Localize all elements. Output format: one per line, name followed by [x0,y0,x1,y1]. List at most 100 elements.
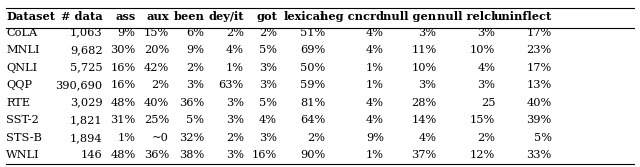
Text: 81%: 81% [300,98,325,108]
Text: 3%: 3% [259,80,277,90]
Text: 50%: 50% [300,63,325,73]
Text: 90%: 90% [300,150,325,160]
Text: 3%: 3% [477,28,495,38]
Text: 15%: 15% [470,115,495,125]
Text: 10%: 10% [470,45,495,55]
Text: 2%: 2% [186,63,204,73]
Text: WNLI: WNLI [6,150,40,160]
Text: 2%: 2% [151,80,169,90]
Text: 64%: 64% [300,115,325,125]
Text: 23%: 23% [527,45,552,55]
Text: 9%: 9% [186,45,204,55]
Text: ass: ass [115,11,136,22]
Text: got: got [256,11,277,22]
Text: 3%: 3% [259,133,277,143]
Text: 1,821: 1,821 [70,115,102,125]
Text: 3%: 3% [226,150,244,160]
Text: 1%: 1% [366,150,384,160]
Text: 1%: 1% [118,133,136,143]
Text: 4%: 4% [366,115,384,125]
Text: 32%: 32% [179,133,204,143]
Text: CoLA: CoLA [6,28,38,38]
Text: 3%: 3% [477,80,495,90]
Text: 1%: 1% [366,63,384,73]
Text: STS-B: STS-B [6,133,42,143]
Text: 59%: 59% [300,80,325,90]
Text: 14%: 14% [412,115,436,125]
Text: Dataset: Dataset [6,11,56,22]
Text: 2%: 2% [226,28,244,38]
Text: 5%: 5% [534,133,552,143]
Text: 1%: 1% [226,63,244,73]
Text: RTE: RTE [6,98,31,108]
Text: 4%: 4% [366,28,384,38]
Text: 4%: 4% [419,133,436,143]
Text: 36%: 36% [144,150,169,160]
Text: 3%: 3% [419,80,436,90]
Text: 16%: 16% [252,150,277,160]
Text: 30%: 30% [111,45,136,55]
Text: ~0: ~0 [152,133,169,143]
Text: null gen: null gen [383,11,436,22]
Text: neg cncrd: neg cncrd [320,11,384,22]
Text: 9%: 9% [366,133,384,143]
Text: 38%: 38% [179,150,204,160]
Text: 40%: 40% [527,98,552,108]
Text: aux: aux [147,11,169,22]
Text: 1%: 1% [366,80,384,90]
Text: 33%: 33% [527,150,552,160]
Text: 51%: 51% [300,28,325,38]
Text: 390,690: 390,690 [55,80,102,90]
Text: 4%: 4% [226,45,244,55]
Text: QQP: QQP [6,80,33,90]
Text: been: been [173,11,204,22]
Text: 3%: 3% [259,63,277,73]
Text: 25: 25 [481,98,495,108]
Text: 37%: 37% [412,150,436,160]
Text: 2%: 2% [307,133,325,143]
Text: 48%: 48% [111,98,136,108]
Text: 16%: 16% [111,80,136,90]
Text: 4%: 4% [366,45,384,55]
Text: 11%: 11% [412,45,436,55]
Text: 6%: 6% [186,28,204,38]
Text: 4%: 4% [259,115,277,125]
Text: 13%: 13% [527,80,552,90]
Text: 3%: 3% [186,80,204,90]
Text: 3%: 3% [226,98,244,108]
Text: 1,063: 1,063 [70,28,102,38]
Text: 4%: 4% [366,98,384,108]
Text: 3%: 3% [226,115,244,125]
Text: 42%: 42% [144,63,169,73]
Text: 63%: 63% [219,80,244,90]
Text: MNLI: MNLI [6,45,40,55]
Text: lexical: lexical [284,11,325,22]
Text: 4%: 4% [477,63,495,73]
Text: 2%: 2% [226,133,244,143]
Text: 31%: 31% [111,115,136,125]
Text: uninflect: uninflect [493,11,552,22]
Text: 9,682: 9,682 [70,45,102,55]
Text: 5%: 5% [259,98,277,108]
Text: 10%: 10% [412,63,436,73]
Text: 3,029: 3,029 [70,98,102,108]
Text: 40%: 40% [144,98,169,108]
Text: 5,725: 5,725 [70,63,102,73]
Text: 39%: 39% [527,115,552,125]
Text: 25%: 25% [144,115,169,125]
Text: QNLI: QNLI [6,63,38,73]
Text: dey/it: dey/it [209,11,244,22]
Text: 2%: 2% [259,28,277,38]
Text: 20%: 20% [144,45,169,55]
Text: 36%: 36% [179,98,204,108]
Text: 28%: 28% [412,98,436,108]
Text: 69%: 69% [300,45,325,55]
Text: 17%: 17% [527,63,552,73]
Text: 15%: 15% [144,28,169,38]
Text: 12%: 12% [470,150,495,160]
Text: 17%: 17% [527,28,552,38]
Text: 16%: 16% [111,63,136,73]
Text: 1,894: 1,894 [70,133,102,143]
Text: null relcl: null relcl [437,11,495,22]
Text: 3%: 3% [419,28,436,38]
